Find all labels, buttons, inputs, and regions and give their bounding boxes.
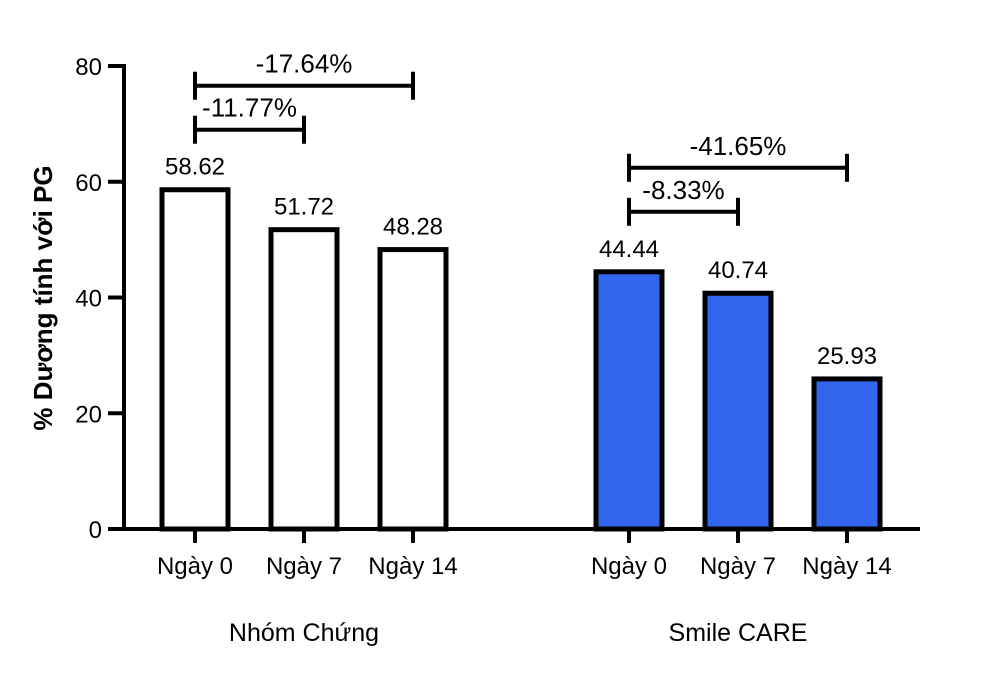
bracket-label: -8.33% [642, 175, 724, 205]
data-label: 25.93 [817, 343, 877, 370]
bar [377, 247, 449, 532]
bracket-label: -17.64% [256, 49, 353, 79]
bar [159, 187, 231, 532]
y-tick-label: 0 [89, 517, 102, 544]
bar [268, 227, 340, 532]
x-tick-label: Ngày 14 [802, 553, 891, 580]
y-tick-label: 80 [75, 54, 102, 81]
bar [811, 376, 883, 532]
y-tick-label: 20 [75, 401, 102, 428]
data-label: 58.62 [165, 154, 225, 181]
x-tick-label: Ngày 14 [368, 553, 457, 580]
x-tick-label: Ngày 0 [157, 553, 233, 580]
data-label: 51.72 [274, 194, 334, 221]
labels: Ngày 0 58.62 Ngày 7 51.72 Ngày 14 48.28 Nhóm C… [157, 49, 892, 647]
group-label: Nhóm Chứng [229, 619, 379, 647]
significance-bracket: -17.64% [193, 49, 415, 100]
significance-bracket: -8.33% [627, 175, 740, 226]
y-tick-label: 40 [75, 286, 102, 313]
bars [159, 187, 883, 532]
bar [593, 269, 665, 532]
bracket-label: -41.65% [690, 131, 787, 161]
data-label: 48.28 [383, 214, 443, 241]
x-tick-label: Ngày 0 [591, 553, 667, 580]
data-label: 44.44 [599, 236, 659, 263]
group-label: Smile CARE [669, 619, 808, 647]
significance-bracket: -41.65% [627, 131, 849, 182]
bracket-label: -11.77% [202, 93, 297, 123]
x-tick-label: Ngày 7 [266, 553, 342, 580]
x-tick-label: Ngày 7 [700, 553, 776, 580]
significance-bracket: -11.77% [193, 93, 306, 144]
bar [702, 290, 774, 532]
y-tick-label: 60 [75, 170, 102, 197]
data-label: 40.74 [708, 257, 768, 284]
y-axis-label: % Dương tính với PG [28, 165, 58, 430]
